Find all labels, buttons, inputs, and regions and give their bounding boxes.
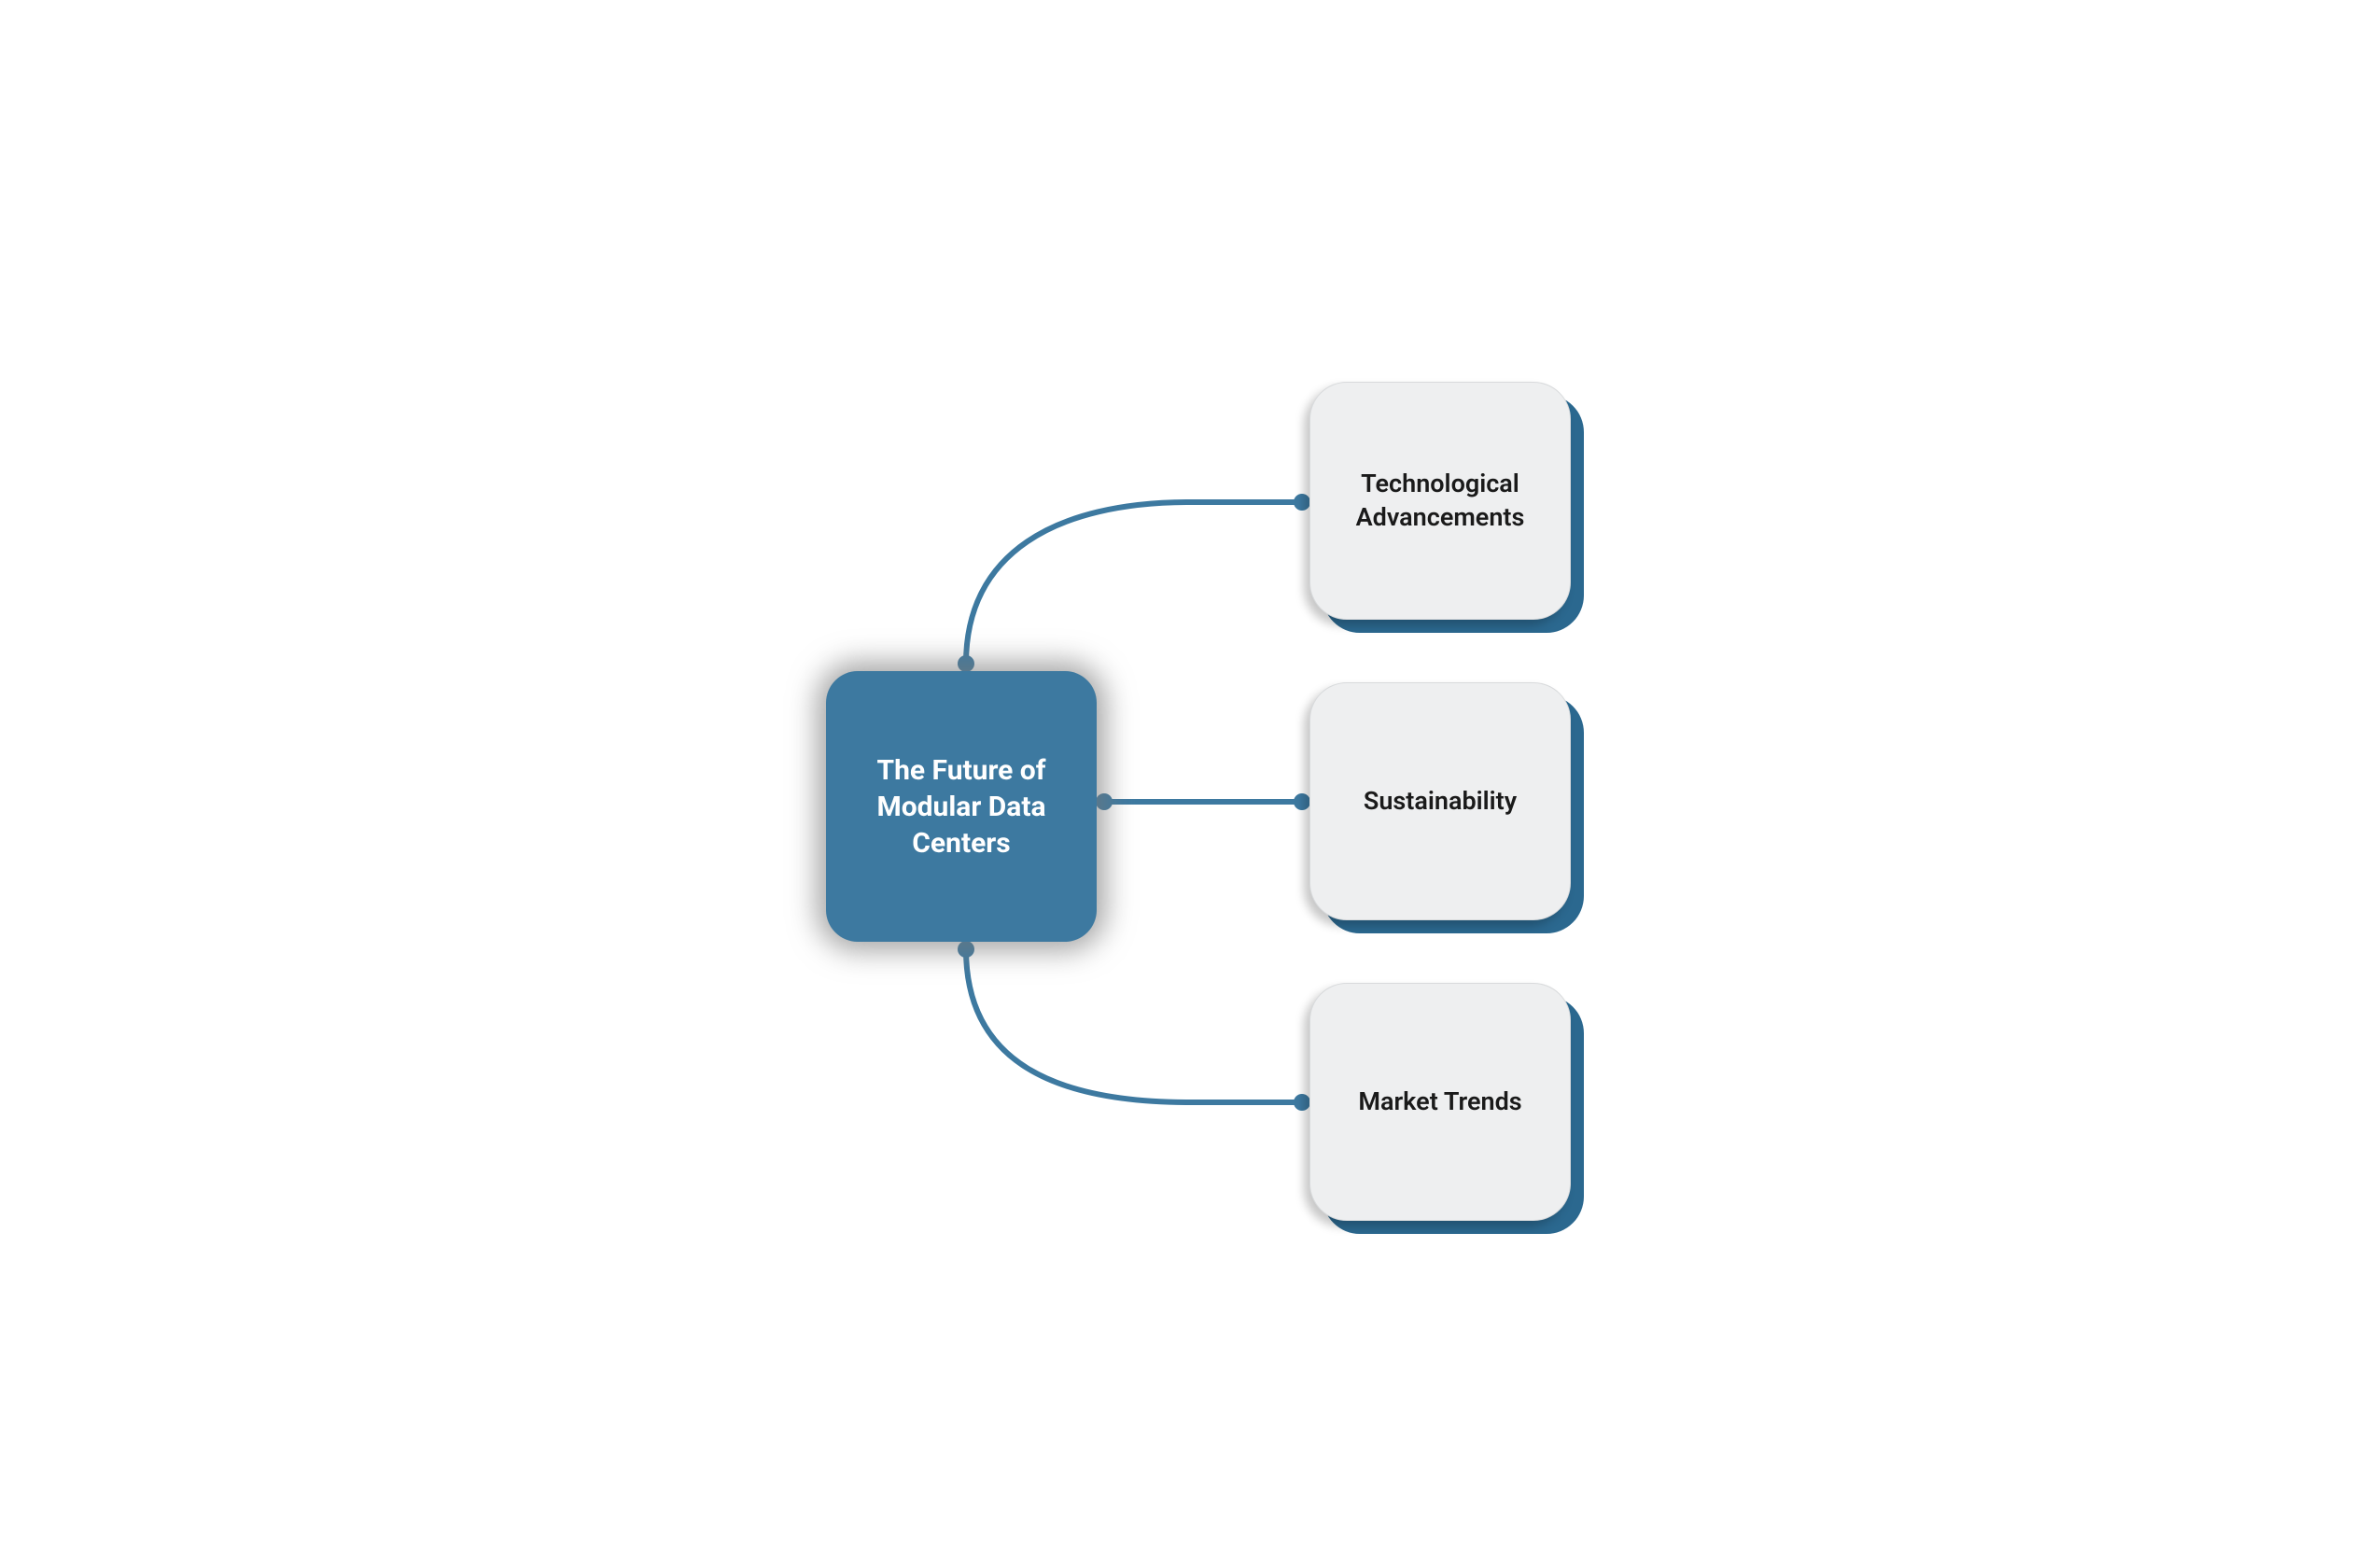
connector-edge — [966, 502, 1302, 664]
child-node-front: Sustainability — [1309, 682, 1571, 920]
connector-endpoint-icon — [1294, 793, 1310, 810]
connector-endpoint-icon — [958, 655, 974, 672]
child-node-label: Sustainability — [1364, 785, 1517, 818]
child-node-front: Technological Advancements — [1309, 382, 1571, 620]
connector-endpoint-icon — [1096, 793, 1113, 810]
child-node-sustain: Sustainability — [1309, 682, 1584, 933]
child-node-market: Market Trends — [1309, 983, 1584, 1234]
connector-edge — [966, 949, 1302, 1102]
child-node-label: Technological Advancements — [1329, 468, 1551, 533]
connector-endpoint-icon — [958, 941, 974, 958]
main-node-label: The Future of Modular Data Centers — [845, 752, 1078, 862]
connector-layer — [537, 329, 1843, 1226]
diagram-canvas: The Future of Modular Data Centers Techn… — [537, 329, 1843, 1226]
child-node-label: Market Trends — [1358, 1086, 1521, 1118]
connector-endpoint-icon — [1294, 1094, 1310, 1111]
child-node-front: Market Trends — [1309, 983, 1571, 1221]
main-node: The Future of Modular Data Centers — [826, 671, 1097, 942]
child-node-tech: Technological Advancements — [1309, 382, 1584, 633]
connector-endpoint-icon — [1294, 494, 1310, 511]
